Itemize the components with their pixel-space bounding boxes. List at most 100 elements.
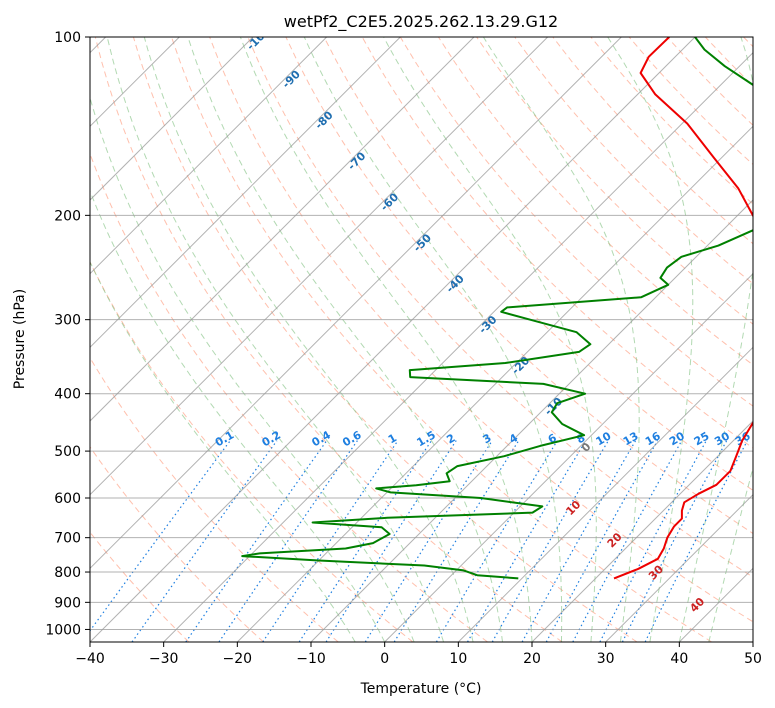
x-axis-ticks: −40 −30 −20 −10 0 10 20 30 40 50 bbox=[75, 642, 762, 667]
dry-adiabat-line bbox=[90, 446, 264, 642]
mixing-ratio-label: 30 bbox=[712, 429, 732, 448]
mixing-ratio-label: 20 bbox=[667, 429, 687, 448]
moist-adiabat-label: 20 bbox=[605, 530, 625, 550]
isotherms bbox=[90, 37, 753, 642]
dry-adiabat-line bbox=[247, 37, 753, 578]
x-tick-label: 0 bbox=[380, 651, 389, 667]
y-tick-label: 900 bbox=[54, 595, 81, 611]
dry-adiabat-label: -70 bbox=[345, 149, 368, 172]
moist-adiabat-line bbox=[90, 96, 415, 642]
moist-adiabat-line bbox=[678, 37, 753, 642]
mixing-ratio-label: 0.6 bbox=[340, 428, 364, 449]
dry-adiabat-line bbox=[285, 37, 753, 535]
mixing-ratio-line bbox=[644, 440, 748, 642]
x-tick-label: 10 bbox=[449, 651, 467, 667]
isotherm-line bbox=[90, 37, 328, 275]
isotherm-line bbox=[163, 51, 753, 642]
mixing-ratio-label: 2 bbox=[444, 431, 457, 446]
dry-adiabat-line bbox=[437, 37, 753, 366]
mixing-ratio-line bbox=[90, 440, 231, 632]
isotherm-line bbox=[605, 493, 753, 642]
x-tick-label: 50 bbox=[744, 651, 762, 667]
y-axis-ticks: 100 200 300 400 500 600 700 800 900 1000 bbox=[45, 30, 90, 638]
dry-adiabat-label: -40 bbox=[444, 272, 467, 295]
moist-adiabat-label: 30 bbox=[646, 562, 666, 582]
dry-adiabat-line bbox=[514, 37, 753, 285]
mixing-ratio-label: 25 bbox=[692, 429, 712, 448]
isotherm-line bbox=[90, 37, 622, 570]
dry-adiabat-label: -20 bbox=[509, 354, 532, 377]
isotherm-line bbox=[384, 272, 753, 642]
mixing-ratio-line bbox=[325, 440, 457, 642]
mixing-ratio-label: 13 bbox=[621, 429, 641, 448]
y-axis-label: Pressure (hPa) bbox=[12, 289, 28, 389]
mixing-ratio-label: 3 bbox=[480, 431, 493, 446]
dry-adiabat-line bbox=[94, 37, 563, 642]
moist-adiabat-line bbox=[106, 37, 445, 642]
moist-adiabat-line bbox=[383, 37, 597, 642]
background-lines bbox=[90, 37, 753, 642]
isotherm-line bbox=[90, 37, 475, 422]
mixing-ratio-label: 1 bbox=[386, 431, 399, 446]
isotherm-line bbox=[457, 346, 753, 642]
dry-adiabat-line bbox=[590, 37, 753, 205]
temperature-profile-line bbox=[613, 37, 753, 580]
moist-adiabat-line bbox=[187, 37, 503, 642]
dry-adiabat-line bbox=[171, 37, 712, 642]
mixing-ratio-line bbox=[572, 440, 683, 642]
mixing-ratio-line bbox=[466, 440, 587, 642]
dry-adiabat-line bbox=[132, 37, 638, 642]
y-tick-label: 200 bbox=[54, 208, 81, 224]
dry-adiabat-label: -50 bbox=[411, 231, 434, 254]
dry-adiabat-line bbox=[476, 37, 753, 325]
x-axis-label: Temperature (°C) bbox=[360, 681, 482, 697]
moist-adiabat-line bbox=[90, 260, 356, 642]
y-tick-label: 400 bbox=[54, 387, 81, 403]
isotherm-line bbox=[310, 199, 753, 642]
isotherm-line bbox=[752, 641, 753, 642]
mixing-ratio-label: 0.2 bbox=[260, 428, 283, 449]
mixing-ratio-label: 1.5 bbox=[414, 428, 437, 449]
dry-adiabat-label: -30 bbox=[476, 313, 499, 336]
moist-adiabat-line bbox=[143, 37, 474, 642]
isotherm-line bbox=[531, 420, 753, 642]
x-tick-label: −40 bbox=[75, 651, 105, 667]
y-tick-label: 700 bbox=[54, 531, 81, 547]
mixing-ratio-label: 16 bbox=[643, 429, 663, 448]
plot-frame bbox=[89, 36, 754, 643]
dry-adiabats bbox=[90, 37, 753, 642]
x-tick-label: 30 bbox=[597, 651, 615, 667]
mixing-ratio-line bbox=[185, 440, 328, 642]
isotherm-line bbox=[90, 37, 696, 642]
x-tick-label: −10 bbox=[296, 651, 326, 667]
mixing-ratio-line bbox=[491, 440, 609, 642]
mixing-ratio-line bbox=[393, 440, 520, 642]
x-tick-label: 20 bbox=[523, 651, 541, 667]
x-tick-label: −30 bbox=[149, 651, 179, 667]
isotherm-line bbox=[90, 37, 401, 349]
mixing-ratio-line bbox=[364, 440, 493, 642]
isotherm-line bbox=[90, 37, 254, 201]
sounding-series bbox=[241, 37, 753, 580]
dewpoint-profile-line bbox=[241, 37, 753, 580]
dry-adiabat-line bbox=[209, 37, 753, 623]
moist-adiabat-line bbox=[239, 37, 533, 642]
dry-adiabat-label: -80 bbox=[312, 108, 335, 131]
dry-adiabat-line bbox=[90, 531, 190, 642]
moist-adiabat-line bbox=[482, 37, 640, 642]
y-tick-label: 300 bbox=[54, 313, 81, 329]
moist-adiabat-line bbox=[90, 189, 386, 642]
dry-adiabat-line bbox=[323, 37, 753, 491]
dry-adiabat-line bbox=[90, 260, 414, 642]
dry-adiabat-line bbox=[666, 37, 753, 126]
y-tick-label: 100 bbox=[54, 30, 81, 46]
isotherm-line bbox=[236, 125, 753, 642]
isotherm-line bbox=[90, 37, 549, 496]
moist-adiabat-label: 40 bbox=[687, 595, 707, 615]
chart-title: wetPf2_C2E5.2025.262.13.29.G12 bbox=[284, 12, 558, 32]
dry-adiabat-line bbox=[90, 152, 488, 642]
isotherm-line bbox=[678, 567, 753, 642]
mixing-ratio-lines bbox=[90, 440, 748, 642]
mixing-ratio-label: 10 bbox=[594, 429, 614, 448]
